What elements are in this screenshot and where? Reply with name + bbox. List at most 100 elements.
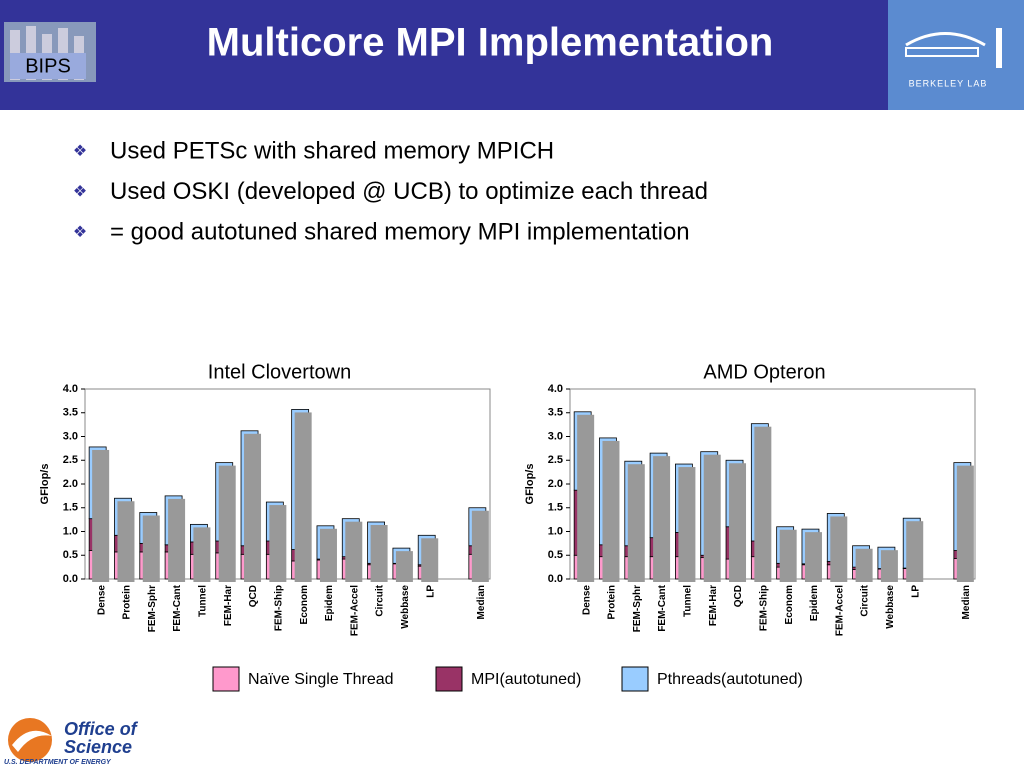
legend: Naïve Single Thread MPI(autotuned) Pthread… [213, 667, 803, 691]
x-tick-label: QCD [248, 585, 259, 607]
x-tick-label: Protein [122, 585, 133, 619]
left-logo: BIPS [4, 22, 96, 82]
bar-shadow [856, 549, 873, 582]
x-tick-label: FEM-Ship [273, 585, 284, 631]
legend-label: Naïve Single Thread [248, 671, 394, 688]
bar-shadow [906, 521, 923, 582]
x-tick-label: Webbase [400, 585, 411, 629]
x-tick-label: FEM-Har [708, 585, 719, 626]
x-tick-label: FEM-Ship [758, 585, 769, 631]
x-tick-label: QCD [733, 585, 744, 607]
bar-shadow [653, 456, 670, 582]
y-tick-label: 1.5 [548, 502, 563, 514]
x-tick-label: Tunnel [683, 585, 694, 617]
y-tick-label: 0.0 [548, 573, 563, 585]
x-tick-label: FEM-Accel [349, 585, 360, 636]
y-tick-label: 0.0 [63, 573, 78, 585]
y-tick-label: 2.5 [548, 454, 563, 466]
bar-shadow [320, 529, 337, 582]
bar-shadow [577, 415, 594, 582]
legend-swatch [213, 667, 239, 691]
logo-line: Office of [64, 719, 139, 739]
x-tick-label: FEM-Cant [172, 584, 183, 631]
x-tick-label: Webbase [885, 585, 896, 629]
logo-line: Science [64, 737, 132, 757]
x-tick-label: FEM-Accel [834, 585, 845, 636]
chart-title: Intel Clovertown [208, 361, 351, 383]
y-tick-label: 2.0 [548, 478, 563, 490]
x-tick-label: Econom [784, 585, 795, 625]
bar-shadow [143, 516, 160, 583]
x-tick-label: Epidem [809, 585, 820, 621]
charts: Intel Clovertown GFlop/s 0.0 0.5 1.0 1.5 2.0 2.… [39, 361, 975, 636]
y-tick-label: 3.5 [63, 407, 78, 419]
x-tick-label: Circuit [375, 584, 386, 616]
logo-text: BIPS [25, 55, 71, 77]
footer-logo: Office of Science U.S. DEPARTMENT OF ENE… [4, 718, 139, 766]
x-tick-label: LP [910, 585, 921, 598]
bar-shadow [729, 463, 746, 582]
bar-shadow [193, 527, 210, 582]
bar-shadow [396, 551, 413, 582]
legend-swatch [436, 667, 462, 691]
x-tick-label: Dense [96, 585, 107, 615]
x-tick-label: Protein [607, 585, 618, 619]
chart: Intel Clovertown GFlop/s 0.0 0.5 1.0 1.5 2.0 2.… [39, 361, 490, 636]
logo-tower [996, 28, 1002, 68]
y-tick-label: 4.0 [63, 383, 78, 395]
bar-shadow [472, 511, 489, 582]
bar-shadow [244, 434, 261, 582]
y-tick-label: 2.5 [63, 454, 78, 466]
x-tick-label: Epidem [324, 585, 335, 621]
slide-title: Multicore MPI Implementation [207, 21, 774, 65]
x-tick-label: FEM-Har [223, 585, 234, 626]
bar-shadow [830, 516, 847, 582]
y-axis-label: GFlop/s [524, 464, 536, 505]
logo-line: U.S. DEPARTMENT OF ENERGY [4, 759, 112, 766]
chart: AMD OpteronGFlop/s0.00.51.01.52.02.53.03… [524, 361, 975, 636]
bar-shadow [754, 427, 771, 582]
bullet-list: ❖ Used PETSc with shared memory MPICH ❖ Use… [73, 137, 708, 245]
y-tick-label: 2.0 [63, 478, 78, 490]
bar-shadow [117, 501, 134, 582]
bar-shadow [295, 412, 312, 582]
y-tick-label: 3.0 [548, 430, 563, 442]
bar-shadow [780, 530, 797, 582]
x-tick-label: Tunnel [198, 585, 209, 617]
bar-shadow [805, 532, 822, 582]
y-tick-label: 0.5 [63, 549, 78, 561]
bullet-text: Used OSKI (developed @ UCB) to optimize … [110, 178, 708, 205]
bar-shadow [269, 505, 286, 582]
bar-shadow [602, 441, 619, 582]
bar-shadow [92, 450, 109, 582]
bullet-icon: ❖ [73, 184, 87, 201]
logo-circle [8, 718, 52, 762]
y-tick-label: 1.5 [63, 502, 78, 514]
x-tick-label: Median [476, 585, 487, 619]
y-tick-label: 1.0 [63, 525, 78, 537]
legend-swatch [622, 667, 648, 691]
bar-shadow [881, 550, 898, 582]
bar-shadow [371, 525, 388, 582]
bar-shadow [628, 464, 645, 582]
x-tick-label: Median [961, 585, 972, 619]
y-axis-label: GFlop/s [39, 464, 51, 505]
x-tick-label: FEM-Cant [657, 584, 668, 631]
x-tick-label: Econom [299, 585, 310, 625]
bullet-icon: ❖ [73, 143, 87, 160]
x-tick-label: Circuit [860, 584, 871, 616]
legend-label: MPI(autotuned) [471, 671, 581, 688]
y-tick-label: 3.0 [63, 430, 78, 442]
bar-shadow [957, 466, 974, 582]
bar-shadow [345, 522, 362, 582]
x-tick-label: FEM-Sphr [147, 585, 158, 632]
y-tick-label: 0.5 [548, 549, 563, 561]
x-tick-label: Dense [581, 585, 592, 615]
legend-label: Pthreads(autotuned) [657, 671, 803, 688]
bar-shadow [421, 538, 438, 582]
bullet-icon: ❖ [73, 224, 87, 241]
bullet-text: Used PETSc with shared memory MPICH [110, 137, 554, 164]
logo-text: BERKELEY LAB [909, 78, 988, 88]
bar-shadow [678, 467, 695, 582]
